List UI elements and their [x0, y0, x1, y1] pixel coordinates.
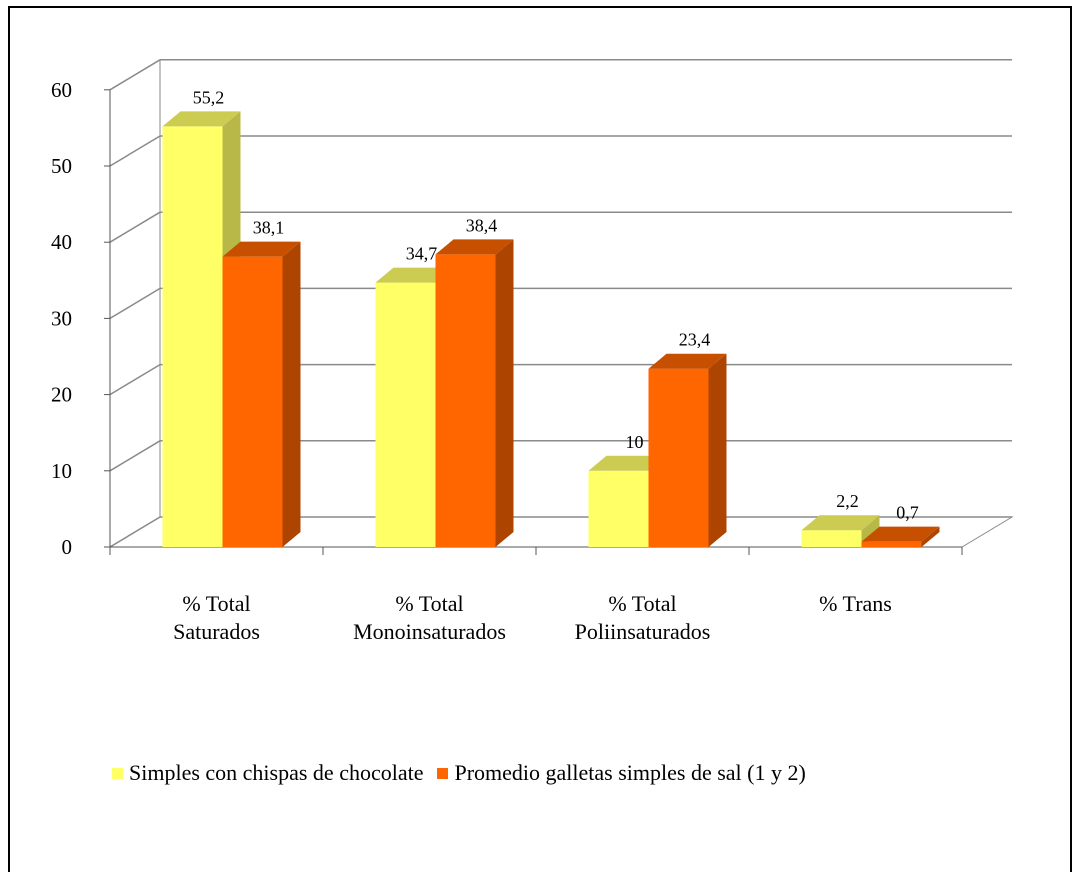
bar-chart-3d: 0 10 20 30 40 50 60 55,2 38,1 % Total Saturados 34,… — [51, 58, 1014, 644]
legend-label-series-1: Simples con chispas de chocolate — [129, 760, 424, 785]
y-tick-label: 0 — [62, 535, 73, 559]
bar-2-side — [282, 241, 301, 548]
legend-label-series-2: Promedio galletas simples de sal (1 y 2) — [454, 760, 806, 785]
bar-2-side — [495, 239, 514, 547]
legend: Simples con chispas de chocolate Promedi… — [112, 760, 820, 786]
data-label: 2,2 — [836, 491, 859, 511]
data-label: 55,2 — [193, 87, 225, 107]
y-tick-label: 30 — [51, 306, 72, 330]
x-category-label: % Total — [182, 591, 250, 616]
bar-2-top — [861, 526, 940, 542]
legend-item-series-2: Promedio galletas simples de sal (1 y 2) — [437, 760, 806, 786]
gridline-diagonal — [109, 135, 161, 167]
bar-1-top — [375, 267, 454, 283]
gridline-diagonal — [109, 211, 161, 243]
legend-swatch-series-2 — [437, 767, 449, 779]
y-tick-label: 40 — [51, 230, 72, 254]
bar-2-side — [708, 353, 727, 547]
x-category-label: Saturados — [173, 619, 260, 644]
bar-1-front — [375, 282, 436, 547]
gridline-diagonal — [109, 59, 161, 91]
bar-1-front — [588, 470, 649, 547]
y-tick-label: 60 — [51, 78, 72, 102]
bar-2-front — [861, 541, 922, 547]
y-tick-label: 20 — [51, 383, 72, 407]
data-label: 38,4 — [466, 215, 498, 235]
x-category-label: Poliinsaturados — [575, 619, 711, 644]
x-category-label: % Total — [395, 591, 463, 616]
bar-1-top — [162, 111, 241, 127]
y-tick-label: 50 — [51, 154, 72, 178]
gridline-diagonal — [109, 516, 161, 548]
bar-2-front — [648, 368, 709, 547]
bar-2-top — [222, 241, 301, 257]
data-label: 10 — [626, 432, 644, 452]
y-tick-label: 10 — [51, 459, 72, 483]
data-label: 38,1 — [253, 218, 285, 238]
bar-2-front — [222, 256, 283, 547]
legend-swatch-series-1 — [112, 767, 123, 779]
data-label: 34,7 — [406, 244, 438, 264]
gridline-diagonal — [109, 440, 161, 472]
chart-frame — [8, 6, 1072, 872]
data-label: 0,7 — [896, 503, 919, 523]
bar-1-top — [588, 455, 667, 471]
bar-1-front — [162, 126, 223, 547]
x-category-label: % Total — [608, 591, 676, 616]
bar-1-front — [801, 530, 862, 547]
legend-item-series-1: Simples con chispas de chocolate — [112, 760, 423, 786]
bar-2-front — [435, 254, 496, 547]
bar-2-top — [435, 239, 514, 255]
bar-2-top — [648, 353, 727, 369]
gridline-diagonal — [109, 287, 161, 320]
bar-1-top — [801, 515, 880, 531]
bar-2-side — [921, 526, 940, 547]
data-label: 23,4 — [679, 330, 711, 350]
gridline-diagonal — [109, 363, 161, 396]
x-category-label: Monoinsaturados — [353, 619, 506, 644]
x-category-label: % Trans — [819, 591, 892, 616]
